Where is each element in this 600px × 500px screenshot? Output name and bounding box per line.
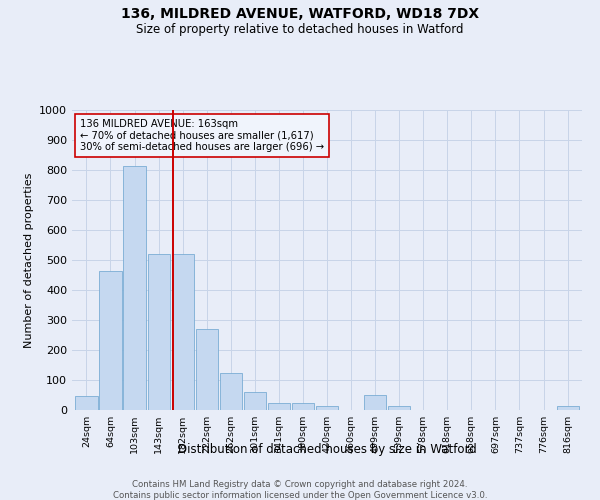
Bar bbox=[316, 406, 338, 410]
Bar bbox=[244, 392, 266, 410]
Text: 136 MILDRED AVENUE: 163sqm
← 70% of detached houses are smaller (1,617)
30% of s: 136 MILDRED AVENUE: 163sqm ← 70% of deta… bbox=[80, 119, 324, 152]
Bar bbox=[557, 406, 578, 410]
Bar bbox=[220, 372, 242, 410]
Bar bbox=[388, 406, 410, 410]
Bar bbox=[148, 254, 170, 410]
Text: Size of property relative to detached houses in Watford: Size of property relative to detached ho… bbox=[136, 22, 464, 36]
Bar bbox=[292, 402, 314, 410]
Bar bbox=[124, 166, 146, 410]
Y-axis label: Number of detached properties: Number of detached properties bbox=[23, 172, 34, 348]
Bar bbox=[172, 254, 194, 410]
Bar bbox=[196, 329, 218, 410]
Bar bbox=[364, 395, 386, 410]
Text: 136, MILDRED AVENUE, WATFORD, WD18 7DX: 136, MILDRED AVENUE, WATFORD, WD18 7DX bbox=[121, 8, 479, 22]
Bar bbox=[76, 396, 98, 410]
Text: Contains HM Land Registry data © Crown copyright and database right 2024.: Contains HM Land Registry data © Crown c… bbox=[132, 480, 468, 489]
Bar bbox=[100, 272, 122, 410]
Text: Contains public sector information licensed under the Open Government Licence v3: Contains public sector information licen… bbox=[113, 491, 487, 500]
Text: Distribution of detached houses by size in Watford: Distribution of detached houses by size … bbox=[178, 442, 476, 456]
Bar bbox=[268, 402, 290, 410]
